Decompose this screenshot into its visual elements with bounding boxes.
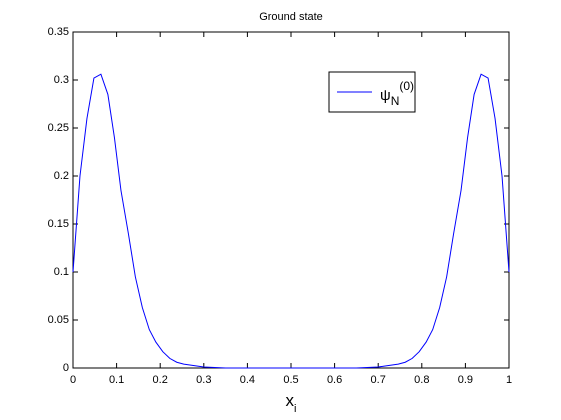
x-tick-label: 0 (70, 374, 76, 386)
x-tick-label: 0.6 (327, 374, 342, 386)
x-tick-label: 0.9 (458, 374, 473, 386)
legend: ψN(0) (328, 71, 416, 113)
legend-sup: (0) (399, 79, 414, 93)
data-line (72, 73, 510, 369)
y-tick-label: 0.15 (48, 218, 69, 230)
legend-name: ψ (380, 87, 391, 104)
y-tick-label: 0.3 (54, 74, 69, 86)
ticks (72, 31, 510, 369)
x-tick-label: 1 (506, 374, 512, 386)
legend-sub: N (391, 94, 400, 108)
y-tick-label: 0.2 (54, 170, 69, 182)
y-tick-label: 0.35 (48, 26, 69, 38)
y-tick-label: 0.05 (48, 314, 69, 326)
x-label-sub: i (294, 403, 296, 415)
plot-box (72, 31, 510, 369)
y-tick-label: 0.1 (54, 266, 69, 278)
y-tick-label: 0 (63, 362, 69, 374)
x-tick-label: 0.7 (371, 374, 386, 386)
x-tick-label: 0.4 (240, 374, 255, 386)
x-tick-label: 0.1 (109, 374, 124, 386)
x-tick-label: 0.2 (153, 374, 168, 386)
x-tick-label: 0.8 (414, 374, 429, 386)
x-label-main: x (286, 391, 295, 410)
chart-title: Ground state (259, 11, 323, 23)
y-tick-label: 0.25 (48, 122, 69, 134)
legend-entry: ψN(0) (380, 79, 414, 108)
x-tick-label: 0.5 (283, 374, 298, 386)
x-tick-label: 0.3 (196, 374, 211, 386)
x-axis-label: xi (286, 391, 297, 414)
